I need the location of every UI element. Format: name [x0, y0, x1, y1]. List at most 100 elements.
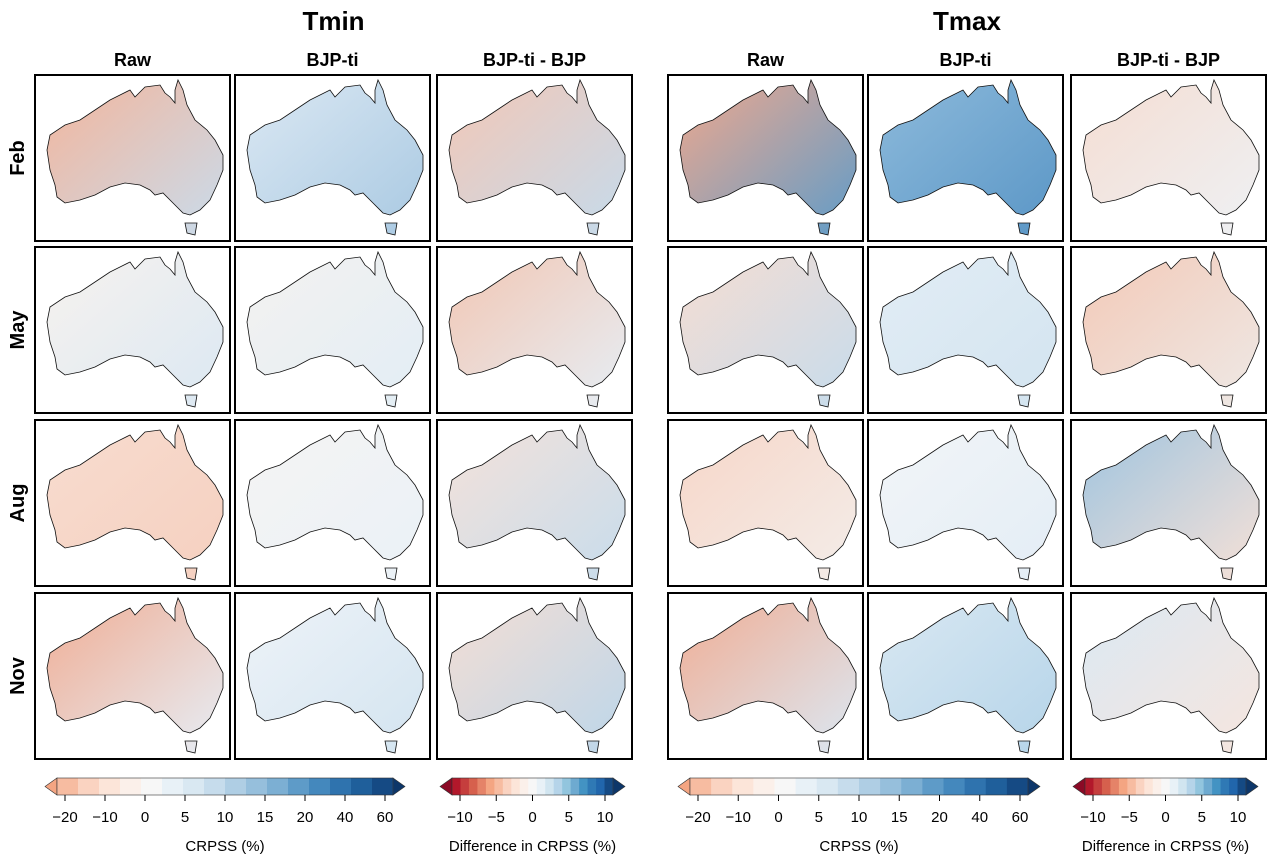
colorbar-tick-label: 0: [528, 809, 536, 826]
colorbar-bin: [901, 778, 923, 795]
colorbar-bin: [711, 778, 733, 795]
colorbar-arrow: [612, 777, 626, 796]
colorbar-bin: [985, 778, 1008, 795]
colorbar-tick-label: 15: [891, 809, 908, 826]
colorbar-tick-label: 60: [377, 809, 394, 826]
colorbar-bin: [494, 778, 504, 795]
colorbar-tick-label: 0: [774, 809, 782, 826]
column-header: BJP-ti: [939, 50, 991, 70]
colorbar-arrow: [392, 777, 406, 796]
row-label: Feb: [7, 140, 29, 176]
colorbar-tick-label: −20: [685, 809, 710, 826]
colorbar-tick-label: 0: [141, 809, 149, 826]
colorbar-bin: [1152, 778, 1162, 795]
panel-group-title: Tmax: [933, 6, 1001, 36]
column-header: BJP-ti - BJP: [483, 50, 586, 70]
colorbar-bin: [372, 778, 394, 795]
colorbar-bin: [452, 778, 461, 795]
column-header: BJP-ti - BJP: [1117, 50, 1220, 70]
colorbar-bin: [267, 778, 289, 795]
colorbar-bin: [1195, 778, 1205, 795]
colorbar-tick-label: −5: [488, 809, 505, 826]
colorbar-bin: [964, 778, 987, 795]
colorbar-tick-label: 15: [257, 809, 274, 826]
colorbar-bin: [553, 778, 563, 795]
colorbar-bin: [1101, 778, 1111, 795]
colorbar-tick-label: −10: [92, 809, 117, 826]
colorbar-bin: [596, 778, 605, 795]
colorbar-bin: [1161, 778, 1171, 795]
colorbar-arrow: [44, 777, 58, 796]
colorbar-tick-label: −5: [1121, 809, 1138, 826]
colorbar-tick-label: 20: [931, 809, 948, 826]
colorbar-arrow: [677, 777, 691, 796]
colorbar-bin: [183, 778, 205, 795]
colorbar-bin: [351, 778, 373, 795]
colorbar-tick-label: 10: [1230, 809, 1247, 826]
colorbar-bin: [922, 778, 944, 795]
colorbar-bin: [468, 778, 478, 795]
colorbar-tick-label: 60: [1012, 809, 1029, 826]
colorbar-bin: [1220, 778, 1230, 795]
colorbar-bin: [753, 778, 775, 795]
colorbar-bin: [1006, 778, 1029, 795]
colorbar-bin: [1169, 778, 1179, 795]
row-label: Aug: [7, 484, 29, 523]
colorbar-tick-label: 5: [1198, 809, 1206, 826]
colorbar-bin: [528, 778, 538, 795]
colorbar-tick-label: −10: [726, 809, 751, 826]
colorbar-bin: [880, 778, 902, 795]
colorbar-bin: [162, 778, 184, 795]
row-label: Nov: [7, 656, 29, 695]
colorbar-bin: [1229, 778, 1238, 795]
colorbar-arrow: [1072, 777, 1086, 796]
colorbar-bin: [1110, 778, 1120, 795]
colorbar-bin: [579, 778, 588, 795]
colorbar-bin: [57, 778, 79, 795]
colorbar-bin: [604, 778, 614, 795]
colorbar-bin: [288, 778, 310, 795]
colorbar-bin: [1144, 778, 1154, 795]
colorbar-tick-label: 5: [815, 809, 823, 826]
colorbar-bin: [511, 778, 521, 795]
colorbar-tick-label: −10: [1080, 809, 1105, 826]
colorbar-bin: [795, 778, 818, 795]
colorbar-tick-label: 20: [297, 809, 314, 826]
colorbar-bin: [225, 778, 247, 795]
colorbar-tick-label: 5: [565, 809, 573, 826]
colorbar-bin: [120, 778, 142, 795]
colorbar-bin: [732, 778, 754, 795]
colorbar-bin: [943, 778, 966, 795]
row-label: May: [7, 310, 29, 350]
colorbar-bin: [485, 778, 495, 795]
colorbar-arrow: [1027, 777, 1041, 796]
colorbar-bin: [1127, 778, 1137, 795]
colorbar-bin: [519, 778, 529, 795]
colorbar-tick-label: −10: [447, 809, 472, 826]
colorbar-bin: [570, 778, 580, 795]
colorbar-bin: [1178, 778, 1188, 795]
colorbar-tick-label: −20: [52, 809, 77, 826]
colorbar-bin: [1118, 778, 1128, 795]
colorbar-bin: [141, 778, 163, 795]
colorbar-arrow: [1245, 777, 1259, 796]
colorbar-label: CRPSS (%): [819, 838, 898, 855]
column-header: BJP-ti: [306, 50, 358, 70]
colorbar-tick-label: 40: [971, 809, 988, 826]
colorbar-bin: [837, 778, 860, 795]
colorbar-tick-label: 10: [851, 809, 868, 826]
colorbar-bin: [1237, 778, 1247, 795]
colorbar-bin: [502, 778, 512, 795]
colorbar-label: CRPSS (%): [185, 838, 264, 855]
colorbar-tick-label: 40: [337, 809, 354, 826]
colorbar-bin: [204, 778, 226, 795]
colorbar-tick-label: 5: [181, 809, 189, 826]
colorbar-tick-label: 0: [1161, 809, 1169, 826]
colorbar-arrow: [439, 777, 453, 796]
colorbar-bin: [859, 778, 881, 795]
colorbar-bin: [536, 778, 546, 795]
colorbar-bin: [690, 778, 712, 795]
colorbar-bin: [774, 778, 797, 795]
